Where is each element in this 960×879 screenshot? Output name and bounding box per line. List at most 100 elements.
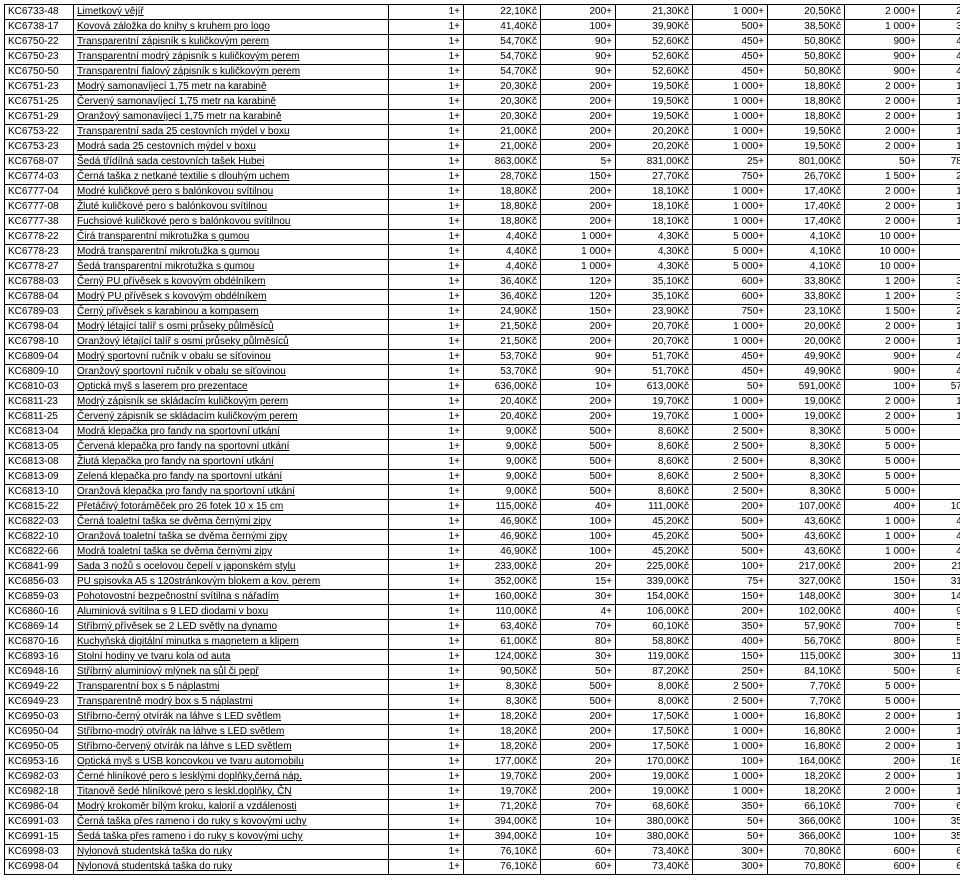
cell: Přetáčivý fotoráměček pro 26 fotek 10 x … bbox=[74, 500, 389, 515]
cell: 73,40Kč bbox=[616, 860, 693, 875]
cell: 591,00Kč bbox=[768, 380, 845, 395]
cell: 1+ bbox=[389, 35, 464, 50]
cell: 33,80Kč bbox=[768, 290, 845, 305]
cell: 200+ bbox=[541, 110, 616, 125]
cell: KC6774-03 bbox=[5, 170, 74, 185]
cell: 150+ bbox=[693, 650, 768, 665]
cell: 1+ bbox=[389, 845, 464, 860]
cell: 19,00Kč bbox=[768, 395, 845, 410]
cell: 4,10Kč bbox=[768, 230, 845, 245]
cell: 145,00Kč bbox=[920, 590, 960, 605]
cell: 160,00Kč bbox=[920, 755, 960, 770]
cell: Optická myš s USB koncovkou ve tvaru aut… bbox=[74, 755, 389, 770]
cell: 1+ bbox=[389, 425, 464, 440]
cell: 53,70Kč bbox=[464, 365, 541, 380]
cell: 20,50Kč bbox=[768, 5, 845, 20]
cell: 5 000+ bbox=[845, 440, 920, 455]
table-row: KC6809-04Modrý sportovní ručník v obalu … bbox=[5, 350, 960, 365]
cell: 49,90Kč bbox=[768, 350, 845, 365]
cell: Šedá taška přes rameno i do ruky s kovov… bbox=[74, 830, 389, 845]
cell: 1 000+ bbox=[693, 395, 768, 410]
cell: 1+ bbox=[389, 200, 464, 215]
cell: KC6809-10 bbox=[5, 365, 74, 380]
cell: 90+ bbox=[541, 35, 616, 50]
cell: PU spisovka A5 s 120stránkovým blokem a … bbox=[74, 575, 389, 590]
cell: 50,80Kč bbox=[768, 65, 845, 80]
table-row: KC6750-23Transparentní modrý zápisník s … bbox=[5, 50, 960, 65]
cell: 19,70Kč bbox=[616, 395, 693, 410]
cell: 50+ bbox=[693, 380, 768, 395]
table-row: KC6778-22Čirá transparentní mikrotužka s… bbox=[5, 230, 960, 245]
table-row: KC6777-08Žluté kuličkové pero s balónkov… bbox=[5, 200, 960, 215]
cell: 10 000+ bbox=[845, 260, 920, 275]
table-row: KC6751-29Oranžový samonavíjecí 1,75 metr… bbox=[5, 110, 960, 125]
cell: 5+ bbox=[541, 155, 616, 170]
cell: 16,80Kč bbox=[768, 740, 845, 755]
cell: 120+ bbox=[541, 290, 616, 305]
cell: 200+ bbox=[541, 95, 616, 110]
cell: 23,10Kč bbox=[768, 305, 845, 320]
table-row: KC6777-04Modré kuličkové pero s balónkov… bbox=[5, 185, 960, 200]
table-row: KC6870-16Kuchyňská digitální minutka s m… bbox=[5, 635, 960, 650]
cell: KC6788-04 bbox=[5, 290, 74, 305]
cell: 500+ bbox=[541, 470, 616, 485]
cell: 1+ bbox=[389, 695, 464, 710]
cell: 17,40Kč bbox=[768, 215, 845, 230]
cell: 19,00Kč bbox=[616, 770, 693, 785]
cell: 76,10Kč bbox=[464, 860, 541, 875]
cell: 1 000+ bbox=[845, 530, 920, 545]
cell: 1+ bbox=[389, 725, 464, 740]
cell: 1+ bbox=[389, 275, 464, 290]
cell: 18,10Kč bbox=[616, 185, 693, 200]
cell: KC6813-10 bbox=[5, 485, 74, 500]
cell: 4,10Kč bbox=[768, 260, 845, 275]
table-row: KC6813-09Zelená klepačka pro fandy na sp… bbox=[5, 470, 960, 485]
cell: Modrá klepačka pro fandy na sportovní ut… bbox=[74, 425, 389, 440]
cell: 17,50Kč bbox=[616, 740, 693, 755]
cell: 700+ bbox=[845, 620, 920, 635]
cell: Červený samonavíjecí 1,75 metr na karabi… bbox=[74, 95, 389, 110]
cell: KC6777-38 bbox=[5, 215, 74, 230]
cell: 1 000+ bbox=[693, 140, 768, 155]
cell: 300+ bbox=[693, 860, 768, 875]
cell: Modrý zápisník se skládacím kuličkovým p… bbox=[74, 395, 389, 410]
table-row: KC6810-03Optická myš s laserem pro preze… bbox=[5, 380, 960, 395]
cell: 2 000+ bbox=[845, 770, 920, 785]
cell: 500+ bbox=[693, 20, 768, 35]
cell: 200+ bbox=[541, 140, 616, 155]
cell: 19,70Kč bbox=[464, 785, 541, 800]
cell: KC6982-03 bbox=[5, 770, 74, 785]
cell: 358,00Kč bbox=[920, 815, 960, 830]
cell: 300+ bbox=[845, 590, 920, 605]
cell: 450+ bbox=[693, 50, 768, 65]
cell: 18,40Kč bbox=[920, 80, 960, 95]
cell: 1+ bbox=[389, 320, 464, 335]
cell: 1+ bbox=[389, 5, 464, 20]
cell: 8,10Kč bbox=[920, 485, 960, 500]
cell: 1+ bbox=[389, 740, 464, 755]
cell: Šedá třídílná sada cestovních tašek Hube… bbox=[74, 155, 389, 170]
cell: Žlutá klepačka pro fandy na sportovní ut… bbox=[74, 455, 389, 470]
cell: 400+ bbox=[845, 500, 920, 515]
cell: 36,40Kč bbox=[464, 290, 541, 305]
cell: 7,70Kč bbox=[768, 680, 845, 695]
cell: 49,90Kč bbox=[768, 365, 845, 380]
cell: 1 000+ bbox=[693, 5, 768, 20]
cell: 50,80Kč bbox=[768, 50, 845, 65]
cell: 100+ bbox=[541, 515, 616, 530]
table-row: KC6751-25Červený samonavíjecí 1,75 metr … bbox=[5, 95, 960, 110]
cell: 1+ bbox=[389, 395, 464, 410]
cell: 4,30Kč bbox=[616, 230, 693, 245]
cell: KC6841-99 bbox=[5, 560, 74, 575]
cell: Modré kuličkové pero s balónkovou svítil… bbox=[74, 185, 389, 200]
cell: 19,00Kč bbox=[768, 410, 845, 425]
cell: Limetkový vějíř bbox=[74, 5, 389, 20]
cell: 9,00Kč bbox=[464, 440, 541, 455]
cell: Nylonová studentská taška do ruky bbox=[74, 845, 389, 860]
cell: 5 000+ bbox=[693, 245, 768, 260]
cell: 8,10Kč bbox=[920, 425, 960, 440]
cell: 50+ bbox=[845, 155, 920, 170]
cell: 600+ bbox=[845, 860, 920, 875]
cell: 1 000+ bbox=[693, 320, 768, 335]
cell: 1+ bbox=[389, 80, 464, 95]
